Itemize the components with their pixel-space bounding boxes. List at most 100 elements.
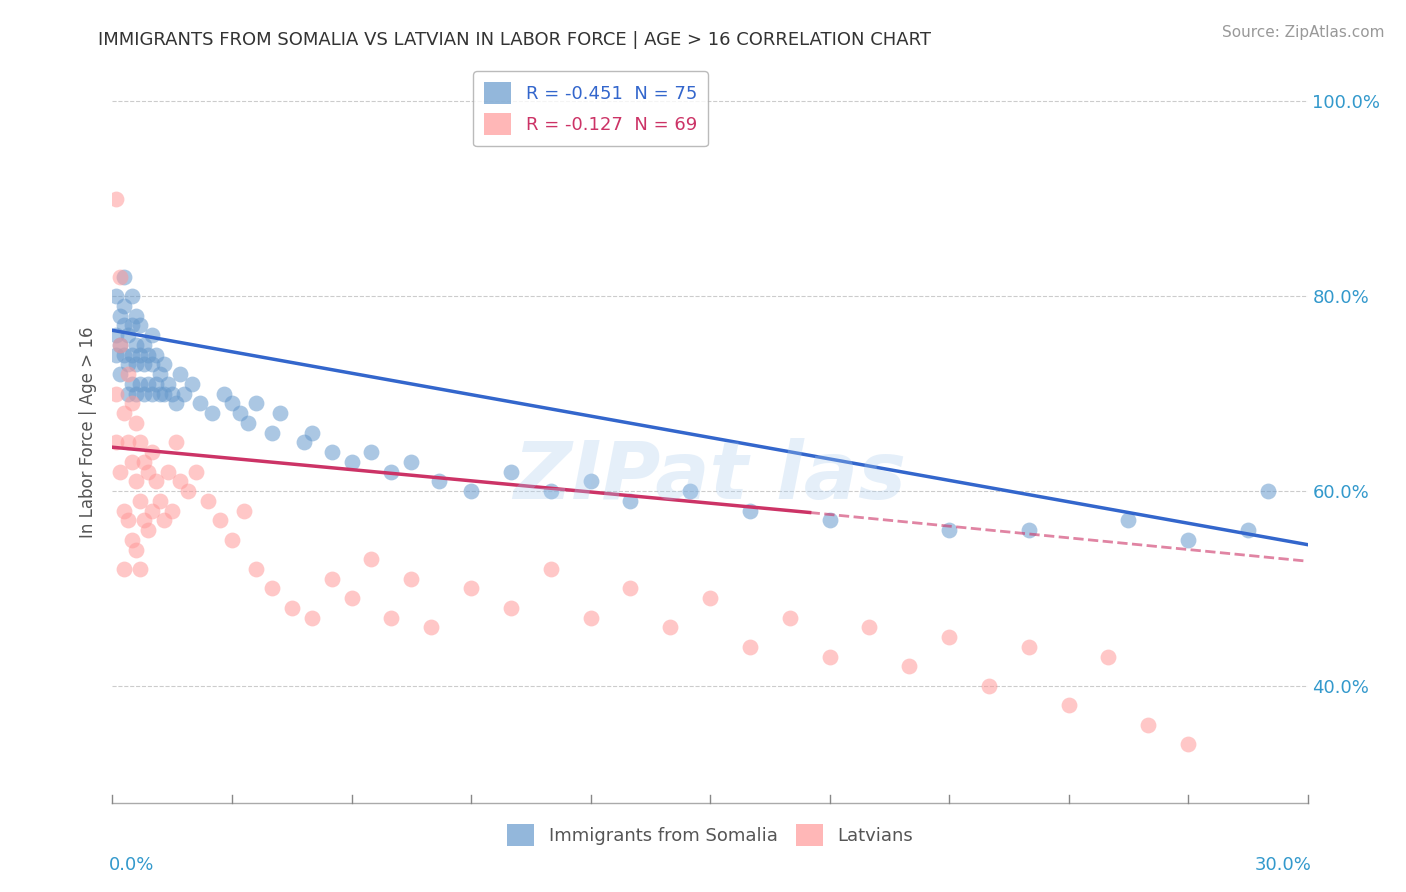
Point xyxy=(340,455,363,469)
Point xyxy=(105,435,128,450)
Point xyxy=(898,659,921,673)
Point xyxy=(134,455,156,469)
Point xyxy=(1097,649,1119,664)
Point xyxy=(110,367,132,381)
Point xyxy=(149,493,172,508)
Point xyxy=(301,611,323,625)
Point xyxy=(209,513,232,527)
Point xyxy=(938,630,960,644)
Point xyxy=(938,523,960,537)
Point xyxy=(157,465,180,479)
Point xyxy=(169,475,191,489)
Point xyxy=(117,367,139,381)
Point xyxy=(141,503,163,517)
Point xyxy=(360,445,382,459)
Point xyxy=(1118,513,1140,527)
Point xyxy=(360,552,382,566)
Point xyxy=(121,289,143,303)
Point xyxy=(380,465,402,479)
Point xyxy=(129,318,152,333)
Point xyxy=(579,611,602,625)
Point xyxy=(114,269,135,284)
Point xyxy=(162,386,183,401)
Point xyxy=(499,601,522,615)
Point xyxy=(125,358,148,372)
Point xyxy=(281,601,304,615)
Point xyxy=(129,435,152,450)
Point xyxy=(420,620,443,634)
Point xyxy=(260,425,283,440)
Point xyxy=(460,484,482,499)
Point xyxy=(121,396,143,410)
Point xyxy=(221,533,243,547)
Point xyxy=(121,348,143,362)
Text: Source: ZipAtlas.com: Source: ZipAtlas.com xyxy=(1222,25,1385,40)
Point xyxy=(738,503,761,517)
Point xyxy=(129,348,152,362)
Point xyxy=(114,348,135,362)
Point xyxy=(149,386,172,401)
Point xyxy=(779,611,801,625)
Point xyxy=(221,396,243,410)
Point xyxy=(110,465,132,479)
Point xyxy=(233,503,256,517)
Point xyxy=(181,376,204,391)
Point xyxy=(121,318,143,333)
Point xyxy=(153,358,176,372)
Point xyxy=(818,649,841,664)
Point xyxy=(114,503,135,517)
Y-axis label: In Labor Force | Age > 16: In Labor Force | Age > 16 xyxy=(79,326,97,539)
Point xyxy=(460,582,482,596)
Point xyxy=(858,620,880,634)
Point xyxy=(141,328,163,343)
Point xyxy=(153,386,176,401)
Point xyxy=(738,640,761,654)
Point xyxy=(380,611,402,625)
Point xyxy=(121,455,143,469)
Point xyxy=(125,475,148,489)
Point xyxy=(134,338,156,352)
Text: 30.0%: 30.0% xyxy=(1254,856,1312,874)
Point xyxy=(269,406,291,420)
Point xyxy=(117,328,139,343)
Point xyxy=(121,376,143,391)
Point xyxy=(165,435,187,450)
Point xyxy=(201,406,224,420)
Point xyxy=(141,445,163,459)
Point xyxy=(188,396,211,410)
Point xyxy=(114,299,135,313)
Point xyxy=(117,513,139,527)
Point xyxy=(1177,737,1199,751)
Point xyxy=(138,523,160,537)
Point xyxy=(212,386,235,401)
Legend: Immigrants from Somalia, Latvians: Immigrants from Somalia, Latvians xyxy=(501,816,920,853)
Point xyxy=(125,416,148,430)
Point xyxy=(138,465,160,479)
Point xyxy=(197,493,219,508)
Point xyxy=(165,396,187,410)
Point xyxy=(1237,523,1260,537)
Point xyxy=(157,376,180,391)
Point xyxy=(125,338,148,352)
Point xyxy=(1137,718,1160,732)
Point xyxy=(260,582,283,596)
Point xyxy=(401,572,423,586)
Point xyxy=(125,542,148,557)
Point xyxy=(149,367,172,381)
Point xyxy=(540,562,562,576)
Point xyxy=(169,367,191,381)
Point xyxy=(105,348,128,362)
Point xyxy=(1057,698,1080,713)
Point xyxy=(401,455,423,469)
Point xyxy=(977,679,1000,693)
Point xyxy=(1018,640,1040,654)
Text: 0.0%: 0.0% xyxy=(108,856,153,874)
Text: IMMIGRANTS FROM SOMALIA VS LATVIAN IN LABOR FORCE | AGE > 16 CORRELATION CHART: IMMIGRANTS FROM SOMALIA VS LATVIAN IN LA… xyxy=(98,31,931,49)
Point xyxy=(105,192,128,206)
Text: ZIPat las: ZIPat las xyxy=(513,438,907,516)
Point xyxy=(117,358,139,372)
Point xyxy=(162,503,183,517)
Point xyxy=(153,513,176,527)
Point xyxy=(110,338,132,352)
Point xyxy=(145,376,167,391)
